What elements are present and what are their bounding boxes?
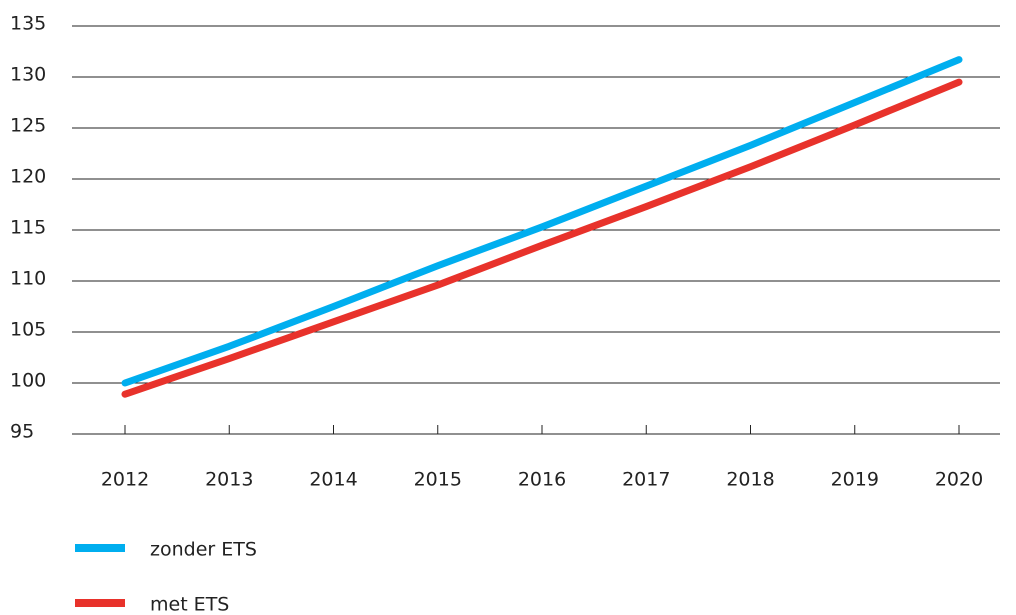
x-tick-label: 2016 (518, 469, 566, 491)
x-tick-label: 2013 (205, 469, 253, 491)
y-tick-label: 115 (10, 217, 46, 239)
y-tick-label: 110 (10, 268, 46, 290)
legend-label: zonder ETS (150, 539, 257, 561)
x-tick-label: 2017 (622, 469, 670, 491)
x-tick-label: 2014 (309, 469, 357, 491)
x-tick-label: 2018 (726, 469, 774, 491)
y-tick-label: 100 (10, 370, 46, 392)
x-tick-label: 2015 (414, 469, 462, 491)
series-line (121, 56, 963, 387)
y-tick-label: 125 (10, 115, 46, 137)
y-tick-label: 95 (10, 421, 34, 443)
y-tick-label: 135 (10, 13, 46, 35)
x-tick-label: 2020 (935, 469, 983, 491)
y-tick-label: 130 (10, 64, 46, 86)
y-tick-label: 105 (10, 319, 46, 341)
x-tick-label: 2019 (831, 469, 879, 491)
x-tick-label: 2012 (101, 469, 149, 491)
series-line (121, 78, 963, 398)
legend-label: met ETS (150, 594, 229, 615)
y-tick-label: 120 (10, 166, 46, 188)
